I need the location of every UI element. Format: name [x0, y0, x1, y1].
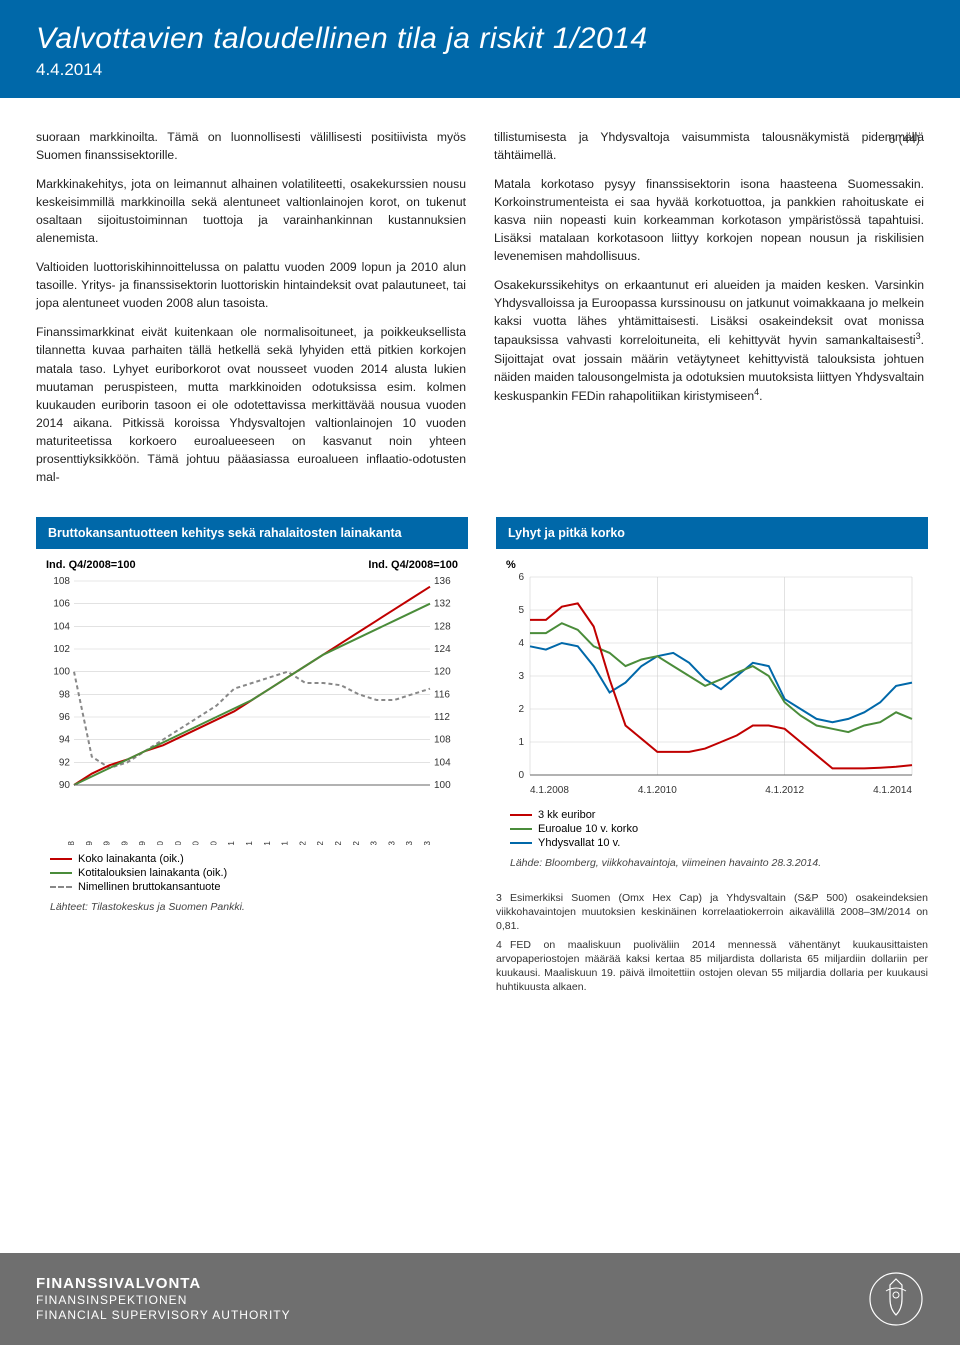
svg-text:Q1/2013: Q1/2013 [369, 841, 379, 845]
chart-body: Ind. Q4/2008=100 Ind. Q4/2008=100 108 106… [36, 549, 468, 921]
footnote: 4FED on maaliskuun puoliväliin 2014 menn… [496, 938, 928, 995]
chart-legend: 3 kk euribor Euroalue 10 v. korko Yhdysval… [502, 809, 922, 849]
svg-text:106: 106 [53, 599, 70, 610]
svg-text:Q4/2012: Q4/2012 [351, 841, 361, 845]
svg-text:Q2/2011: Q2/2011 [244, 841, 254, 845]
svg-text:100: 100 [53, 667, 70, 678]
svg-text:112: 112 [434, 712, 450, 723]
page-title: Valvottavien taloudellinen tila ja riski… [36, 22, 924, 56]
svg-text:124: 124 [434, 644, 451, 655]
svg-text:2: 2 [518, 704, 524, 715]
svg-text:96: 96 [59, 712, 71, 723]
legend-item: Kotitalouksien lainakanta (oik.) [50, 867, 462, 879]
svg-text:Q2/2013: Q2/2013 [386, 841, 396, 845]
paragraph: tillistumisesta ja Yhdysvaltoja vaisummi… [494, 128, 924, 164]
svg-text:5: 5 [518, 605, 524, 616]
svg-text:Q3/2009: Q3/2009 [119, 841, 129, 845]
svg-text:Q2/2012: Q2/2012 [315, 841, 325, 845]
page-header: Valvottavien taloudellinen tila ja riski… [0, 0, 960, 98]
svg-text:Q1/2011: Q1/2011 [226, 841, 236, 845]
page-footer: FINANSSIVALVONTA FINANSINSPEKTIONEN FINA… [0, 1253, 960, 1345]
svg-text:Q1/2009: Q1/2009 [84, 841, 94, 845]
svg-text:0: 0 [518, 770, 524, 781]
legend-item: 3 kk euribor [510, 809, 922, 821]
svg-text:Q4/2010: Q4/2010 [208, 841, 218, 845]
crest-icon [868, 1271, 924, 1327]
chart-body: % 6 5 4 3 2 1 0 4.1.2008 4.1.2010 4.1.2012 4.1.201… [496, 549, 928, 877]
footer-line: FINANSINSPEKTIONEN [36, 1293, 291, 1308]
footer-line: FINANCIAL SUPERVISORY AUTHORITY [36, 1308, 291, 1323]
chart-rates: Lyhyt ja pitkä korko % 6 5 4 3 2 1 0 4.1.2008 4.… [496, 517, 928, 998]
chart-svg: 108 106 104 102 100 98 96 94 92 90 136 132 128 124 120… [42, 575, 462, 845]
page: Valvottavien taloudellinen tila ja riski… [0, 0, 960, 1345]
svg-text:100: 100 [434, 780, 451, 791]
footer-line: FINANSSIVALVONTA [36, 1275, 291, 1294]
svg-text:Q4/2011: Q4/2011 [280, 841, 290, 845]
svg-text:108: 108 [53, 576, 70, 587]
footnote: 3Esimerkiksi Suomen (Omx Hex Cap) ja Yhd… [496, 891, 928, 934]
svg-text:104: 104 [434, 757, 451, 768]
svg-text:1: 1 [518, 737, 524, 748]
svg-text:102: 102 [53, 644, 70, 655]
chart-gdp-loans: Bruttokansantuotteen kehitys sekä rahala… [36, 517, 468, 921]
svg-text:90: 90 [59, 780, 71, 791]
svg-text:Q4/2009: Q4/2009 [137, 841, 147, 845]
svg-text:Q2/2010: Q2/2010 [173, 841, 183, 845]
svg-text:6: 6 [518, 572, 524, 583]
chart-source: Lähteet: Tilastokeskus ja Suomen Pankki. [42, 901, 462, 913]
svg-text:120: 120 [434, 667, 451, 678]
paragraph: suoraan markkinoilta. Tämä on luonnollis… [36, 128, 466, 164]
svg-text:104: 104 [53, 621, 70, 632]
svg-text:Q3/2013: Q3/2013 [404, 841, 414, 845]
svg-text:Q2/2009: Q2/2009 [102, 841, 112, 845]
left-column: suoraan markkinoilta. Tämä on luonnollis… [36, 128, 466, 497]
svg-text:Q1/2012: Q1/2012 [297, 841, 307, 845]
legend-item: Yhdysvallat 10 v. [510, 837, 922, 849]
svg-text:92: 92 [59, 757, 71, 768]
chart-source: Lähde: Bloomberg, viikkohavaintoja, viim… [502, 857, 922, 869]
chart-title: Lyhyt ja pitkä korko [496, 517, 928, 549]
chart-legend: Koko lainakanta (oik.) Kotitalouksien lai… [42, 853, 462, 893]
svg-text:Q4/2008: Q4/2008 [66, 841, 76, 845]
right-axis-label: Ind. Q4/2008=100 [368, 559, 458, 571]
paragraph: Osakekurssikehitys on erkaantunut eri al… [494, 276, 924, 404]
legend-item: Koko lainakanta (oik.) [50, 853, 462, 865]
legend-item: Nimellinen bruttokansantuote [50, 881, 462, 893]
paragraph: Valtioiden luottoriskihinnoittelussa on … [36, 258, 466, 312]
footer-text: FINANSSIVALVONTA FINANSINSPEKTIONEN FINA… [36, 1275, 291, 1324]
svg-text:94: 94 [59, 735, 71, 746]
svg-text:4.1.2014: 4.1.2014 [873, 785, 912, 796]
svg-text:98: 98 [59, 689, 71, 700]
y-unit: % [502, 559, 922, 571]
legend-item: Euroalue 10 v. korko [510, 823, 922, 835]
chart-title: Bruttokansantuotteen kehitys sekä rahala… [36, 517, 468, 549]
svg-text:132: 132 [434, 599, 451, 610]
paragraph: Matala korkotaso pysyy finanssisektorin … [494, 175, 924, 265]
svg-text:4: 4 [518, 638, 524, 649]
left-axis-label: Ind. Q4/2008=100 [46, 559, 136, 571]
svg-text:Q4/2013: Q4/2013 [422, 841, 432, 845]
svg-text:108: 108 [434, 735, 451, 746]
svg-text:3: 3 [518, 671, 524, 682]
svg-text:4.1.2010: 4.1.2010 [638, 785, 677, 796]
svg-text:4.1.2008: 4.1.2008 [530, 785, 569, 796]
paragraph: Finanssimarkkinat eivät kuitenkaan ole n… [36, 323, 466, 485]
svg-text:Q3/2011: Q3/2011 [262, 841, 272, 845]
body-columns: suoraan markkinoilta. Tämä on luonnollis… [0, 98, 960, 517]
paragraph: Markkinakehitys, jota on leimannut alhai… [36, 175, 466, 247]
svg-text:128: 128 [434, 621, 451, 632]
page-number: 6 (44) [889, 132, 920, 146]
footnotes: 3Esimerkiksi Suomen (Omx Hex Cap) ja Yhd… [496, 891, 928, 994]
svg-text:Q3/2010: Q3/2010 [191, 841, 201, 845]
svg-text:Q1/2010: Q1/2010 [155, 841, 165, 845]
right-column: tillistumisesta ja Yhdysvaltoja vaisummi… [494, 128, 924, 497]
chart-svg: 6 5 4 3 2 1 0 4.1.2008 4.1.2010 4.1.2012 4.1.2014 [502, 571, 922, 801]
svg-text:136: 136 [434, 576, 451, 587]
charts-row: Bruttokansantuotteen kehitys sekä rahala… [0, 517, 960, 1018]
svg-text:116: 116 [434, 689, 450, 700]
page-date: 4.4.2014 [36, 60, 924, 80]
svg-text:Q3/2012: Q3/2012 [333, 841, 343, 845]
axis-labels: Ind. Q4/2008=100 Ind. Q4/2008=100 [42, 559, 462, 571]
svg-text:4.1.2012: 4.1.2012 [765, 785, 804, 796]
